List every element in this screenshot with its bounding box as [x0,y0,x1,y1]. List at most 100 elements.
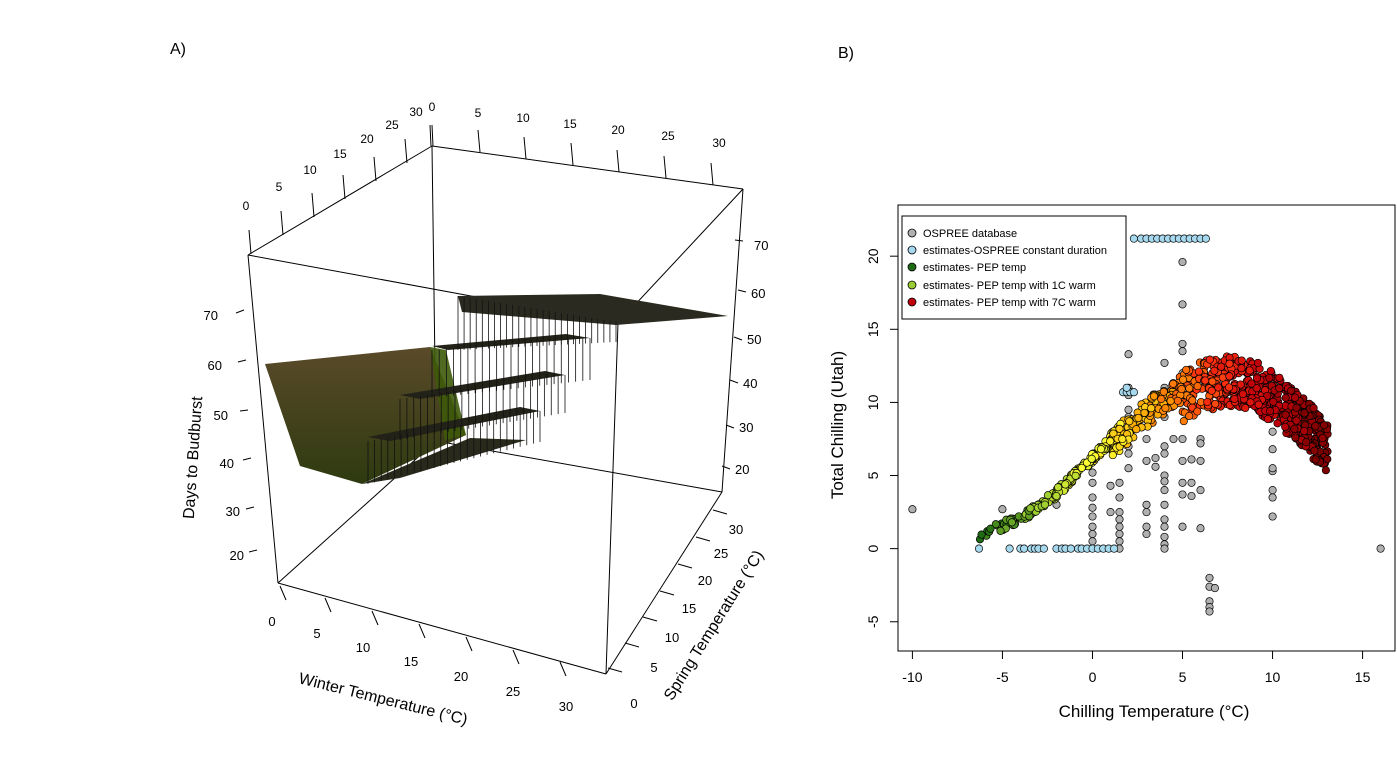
top-spring-tick-0: 0 [429,100,436,114]
pep-estimate-point [1321,466,1330,475]
ospree-point [1115,493,1124,502]
ospree-point [1205,573,1214,582]
top-winter-axis: 0 5 10 15 20 25 30 [243,105,432,255]
legend-marker-constant [907,245,917,255]
constant-duration-point [1129,234,1138,243]
ospree-point [1115,529,1124,539]
z-right-tick-30: 30 [739,420,753,435]
pep-estimate-point [1310,446,1319,455]
winter-tick-25: 25 [506,684,520,699]
pep-estimate-point [986,524,995,533]
ospree-point [1178,257,1187,267]
legend-marker-pep7 [907,297,917,307]
legend: OSPREE database estimates-OSPREE constan… [901,215,1127,320]
ospree-point [1160,442,1169,451]
winter-tick-0: 0 [268,614,275,629]
pep-estimate-point [1292,403,1301,412]
panel-a-label: A) [170,41,186,58]
pep-estimate-point [1096,445,1106,454]
constant-duration-point [1201,234,1210,243]
pep-estimate-point [1292,416,1301,425]
legend-label-pep1: estimates- PEP temp with 1C warm [923,280,1096,292]
pep-estimate-point [1302,438,1311,447]
top-winter-tick-30: 30 [409,105,423,119]
pep-estimate-point [1275,384,1284,393]
ospree-point [1142,456,1151,465]
pep-estimate-point [1214,383,1223,392]
top-winter-tick-10: 10 [303,163,317,177]
pep-estimate-point [1157,394,1166,404]
pep-estimate-point [1061,480,1070,489]
spring-tick-0: 0 [630,696,637,711]
z-axis-right: 70 60 50 40 30 20 [721,238,768,477]
winter-tick-15: 15 [404,654,418,669]
ospree-point [1178,434,1187,444]
surface-risers [367,296,617,484]
y-tick-label: 0 [865,545,881,553]
top-spring-tick-30: 30 [712,136,726,150]
surface-step-5 [362,438,526,484]
ospree-point [1160,358,1169,367]
legend-box [901,215,1127,320]
z-tick-60: 60 [208,358,222,373]
constant-duration-point [1020,544,1029,553]
pep-estimate-point [1125,417,1134,426]
scatter-points [908,234,1385,616]
pep-estimate-point [1159,387,1168,396]
y-tick-label: 5 [865,471,881,479]
pep-estimate-point [1290,424,1299,434]
z-tick-30: 30 [226,504,240,519]
spring-axis: 0 5 10 15 20 25 30 Spring Temperature (°… [607,509,767,711]
winter-tick-10: 10 [356,640,370,655]
pep-estimate-point [1275,373,1284,382]
x-tick-label: 10 [1265,669,1281,685]
pep-estimate-point [1185,384,1194,393]
pep-estimate-point [1149,392,1159,401]
ospree-point [1160,515,1169,524]
surface-step-2 [432,334,590,350]
ospree-point [1160,486,1169,495]
ospree-point [1205,607,1214,616]
ospree-point [1376,544,1385,553]
x-tick-label: 5 [1179,669,1187,685]
y-tick-label: 20 [865,248,881,264]
z-right-tick-50: 50 [747,332,761,347]
pep-estimate-point [1194,367,1203,376]
z-right-tick-40: 40 [743,376,757,391]
pep-estimate-point [1273,419,1282,428]
pep-estimate-point [996,526,1005,535]
top-winter-tick-5: 5 [276,180,283,194]
top-spring-tick-10: 10 [516,111,530,125]
y-tick-label: 10 [865,394,881,410]
pep-estimate-point [1134,413,1143,423]
pep-estimate-point [1040,500,1049,509]
spring-tick-15: 15 [682,601,696,616]
ospree-point [1115,478,1124,487]
constant-duration-point [1110,544,1119,553]
ospree-point [1196,439,1205,448]
pep-estimate-point [1147,404,1156,413]
z-right-tick-20: 20 [735,462,749,477]
ospree-point [1268,493,1277,502]
ospree-point [1142,500,1151,509]
constant-duration-point [1122,383,1131,392]
pep-estimate-point [1106,437,1115,446]
top-spring-tick-15: 15 [563,117,577,131]
pep-estimate-point [1166,396,1175,406]
pep-estimate-point [1246,398,1255,407]
spring-axis-label: Spring Temperature (°C) [661,548,767,704]
ospree-point [1088,537,1097,546]
pep-estimate-point [1205,355,1214,364]
ospree-point [1115,522,1124,531]
pep-estimate-point [1179,417,1188,426]
pep-estimate-point [1217,362,1226,371]
top-spring-tick-25: 25 [661,129,675,143]
pep-estimate-point [1245,366,1254,375]
pep-estimate-point [1201,376,1210,385]
z-right-tick-60: 60 [751,286,765,301]
ospree-point [1187,478,1196,487]
ospree-point [1268,427,1277,436]
top-winter-tick-20: 20 [360,132,374,146]
x-tick-label: -10 [902,669,922,685]
